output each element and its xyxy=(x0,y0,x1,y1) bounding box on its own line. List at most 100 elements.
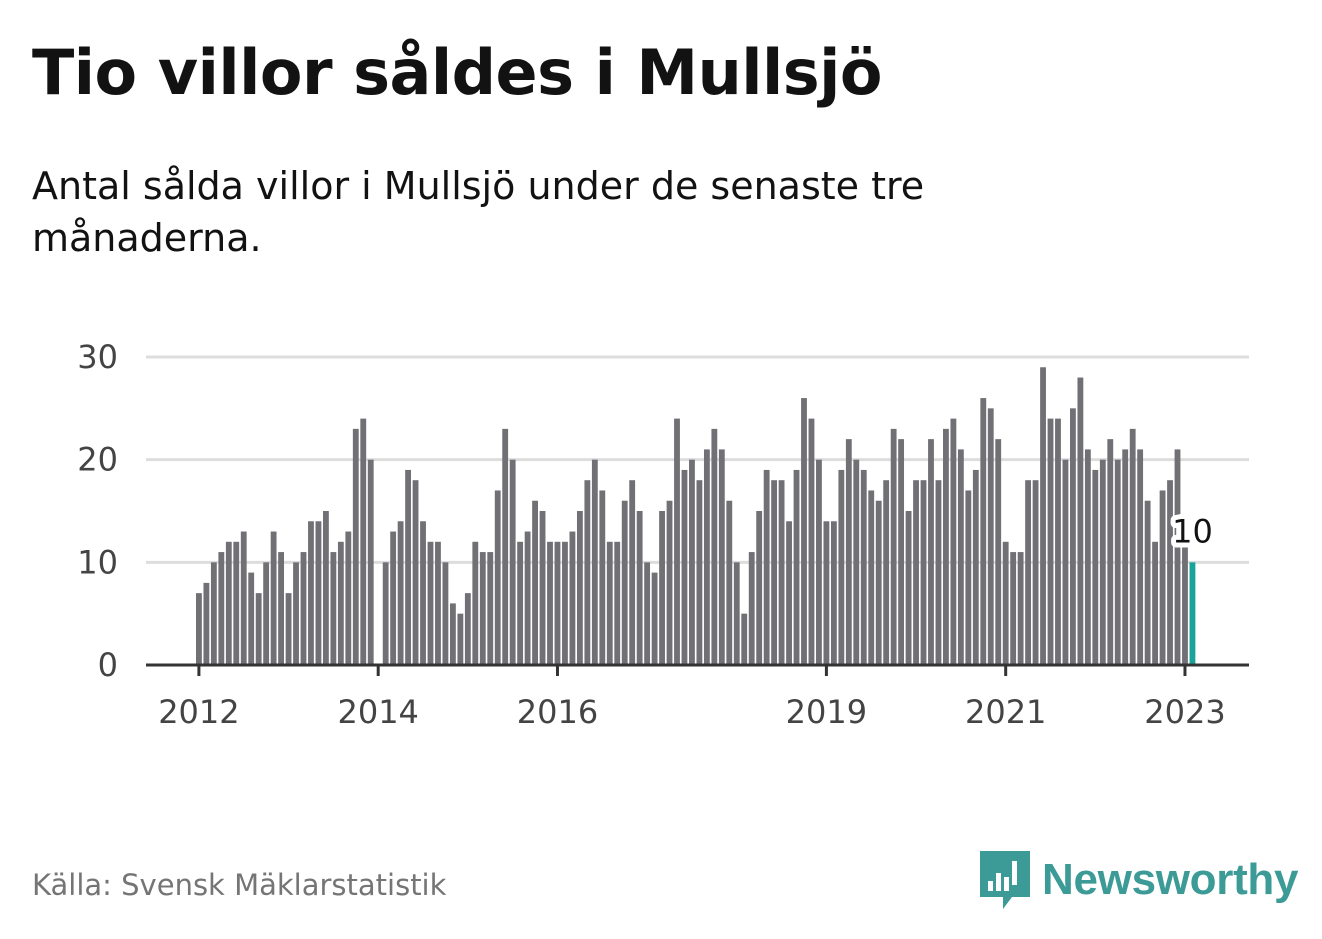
bar xyxy=(1174,449,1181,665)
bar xyxy=(502,428,509,665)
bar xyxy=(337,541,344,665)
bar xyxy=(509,459,516,665)
bar xyxy=(1144,500,1151,665)
bar xyxy=(1047,418,1054,665)
bar xyxy=(270,531,277,665)
bar xyxy=(950,418,957,665)
bar xyxy=(1002,541,1009,665)
bar xyxy=(621,500,628,665)
bar xyxy=(674,418,680,665)
bar xyxy=(943,428,949,665)
bar xyxy=(666,500,673,665)
bar xyxy=(1137,449,1144,665)
bar xyxy=(472,541,479,665)
bar xyxy=(644,562,651,665)
bar xyxy=(875,500,882,665)
bar xyxy=(1070,408,1076,665)
bar xyxy=(1182,541,1188,665)
bar xyxy=(636,511,643,665)
bar xyxy=(756,511,763,665)
x-tick-label: 2023 xyxy=(1144,693,1225,731)
bar xyxy=(629,480,636,665)
bar xyxy=(1084,449,1091,665)
bar xyxy=(1017,552,1024,665)
bar xyxy=(606,541,613,665)
bar xyxy=(1032,480,1039,665)
bar xyxy=(793,469,800,665)
bar xyxy=(442,562,449,665)
bar xyxy=(412,480,419,665)
y-tick-label: 0 xyxy=(98,646,118,684)
y-tick-label: 20 xyxy=(77,441,118,479)
bar xyxy=(778,480,785,665)
bar xyxy=(1152,541,1159,665)
bar xyxy=(696,480,703,665)
bar xyxy=(913,480,919,665)
bar xyxy=(741,613,748,665)
bar xyxy=(838,469,845,665)
bar xyxy=(726,500,733,665)
bar xyxy=(300,552,307,665)
bar xyxy=(427,541,434,665)
bar xyxy=(689,459,695,665)
bar xyxy=(420,521,426,665)
bar xyxy=(801,398,807,665)
bar xyxy=(868,490,875,665)
bar xyxy=(1107,439,1114,665)
bar xyxy=(711,428,718,665)
bar xyxy=(435,541,441,665)
bar xyxy=(1114,459,1121,665)
bar xyxy=(1159,490,1166,665)
bar xyxy=(539,511,546,665)
bar xyxy=(352,428,359,665)
bar xyxy=(853,459,860,665)
bar xyxy=(1092,469,1099,665)
newsworthy-logo: Newsworthy xyxy=(980,848,1298,912)
bar xyxy=(980,398,987,665)
bar xyxy=(614,541,621,665)
axes: 0 10 20 30 2012 2014 2016 2019 2021 2023 xyxy=(77,338,1249,731)
bar xyxy=(196,593,202,665)
bar xyxy=(457,613,464,665)
bar xyxy=(748,552,755,665)
bar xyxy=(524,531,531,665)
bar xyxy=(816,459,822,665)
bar xyxy=(584,480,591,665)
bar xyxy=(890,428,897,665)
bar xyxy=(681,469,688,665)
bars xyxy=(196,367,1196,665)
bar xyxy=(576,511,583,665)
bar xyxy=(928,439,934,665)
bar xyxy=(397,521,404,665)
bar xyxy=(487,552,494,665)
bar xyxy=(771,480,778,665)
bar xyxy=(1077,377,1084,665)
bar xyxy=(562,541,568,665)
bar xyxy=(218,552,225,665)
bar xyxy=(405,469,411,665)
bar xyxy=(1040,367,1046,665)
bar xyxy=(278,552,284,665)
bar xyxy=(703,449,710,665)
bar xyxy=(651,572,658,665)
bar xyxy=(808,418,815,665)
bar xyxy=(1025,480,1032,665)
chart-subtitle: Antal sålda villor i Mullsjö under de se… xyxy=(32,164,925,260)
bar xyxy=(1122,449,1129,665)
bar xyxy=(248,572,255,665)
bar xyxy=(233,541,240,665)
bar xyxy=(345,531,352,665)
x-tick-label: 2016 xyxy=(517,693,598,731)
bar xyxy=(263,562,270,665)
bar xyxy=(330,552,337,665)
y-tick-label: 30 xyxy=(77,338,118,376)
bar xyxy=(1099,459,1106,665)
bar xyxy=(987,408,994,665)
x-tick-label: 2014 xyxy=(337,693,418,731)
bar xyxy=(479,552,486,665)
bar xyxy=(532,500,538,665)
bar xyxy=(830,521,837,665)
bar xyxy=(255,593,262,665)
bar xyxy=(360,418,367,665)
bar xyxy=(845,439,852,665)
